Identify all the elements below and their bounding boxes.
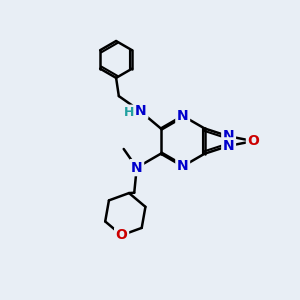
Text: H: H	[124, 106, 134, 118]
Text: N: N	[223, 139, 234, 153]
Text: N: N	[131, 160, 142, 175]
Text: O: O	[116, 228, 127, 242]
Text: N: N	[135, 103, 147, 118]
Text: N: N	[177, 109, 188, 123]
Text: O: O	[248, 134, 259, 148]
Text: N: N	[223, 129, 234, 143]
Text: N: N	[177, 159, 188, 173]
